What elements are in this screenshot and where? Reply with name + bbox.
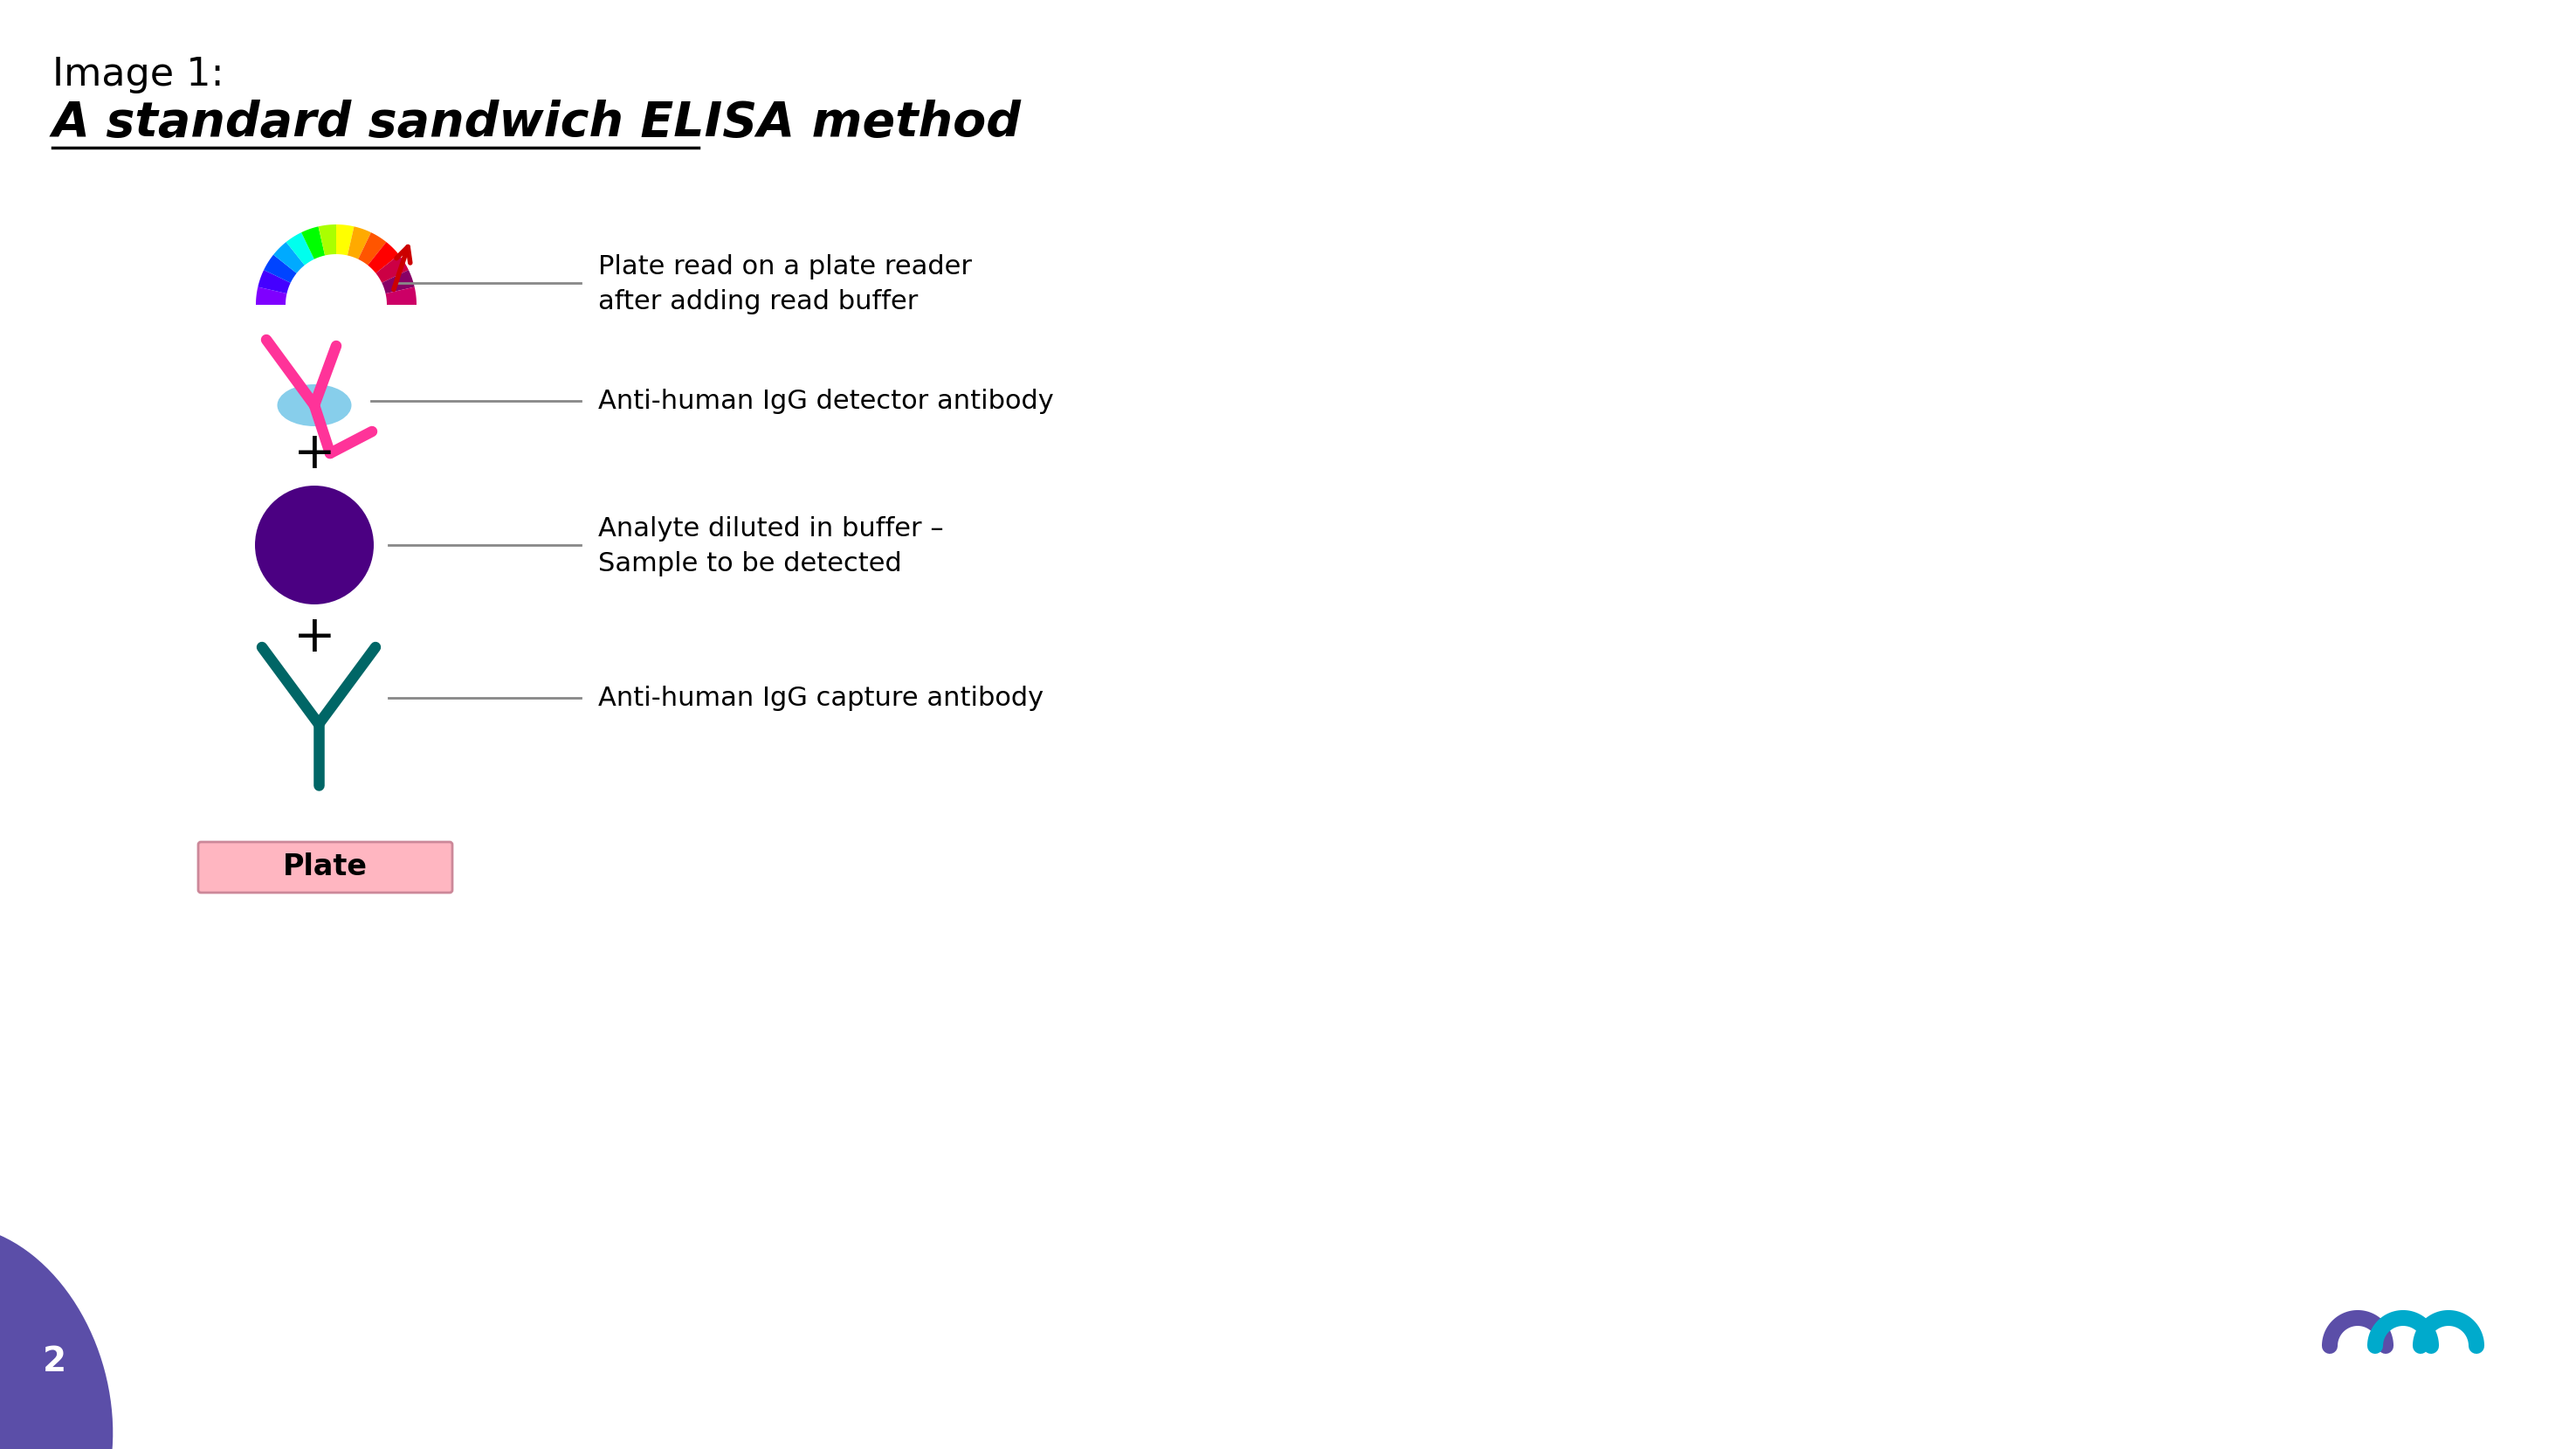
Polygon shape: [348, 226, 371, 259]
Text: Anti-human IgG detector antibody: Anti-human IgG detector antibody: [598, 388, 1054, 413]
Text: Anti-human IgG capture antibody: Anti-human IgG capture antibody: [598, 685, 1043, 710]
Polygon shape: [263, 255, 296, 283]
Polygon shape: [376, 255, 410, 283]
Circle shape: [255, 485, 374, 604]
Text: 2: 2: [41, 1345, 67, 1378]
FancyBboxPatch shape: [198, 842, 453, 893]
Text: A standard sandwich ELISA method: A standard sandwich ELISA method: [52, 100, 1023, 146]
Text: Plate read on a plate reader: Plate read on a plate reader: [598, 255, 971, 280]
Polygon shape: [368, 242, 399, 274]
Polygon shape: [386, 287, 417, 304]
Polygon shape: [319, 225, 337, 255]
Polygon shape: [381, 270, 415, 294]
Text: Plate: Plate: [283, 853, 368, 881]
Polygon shape: [258, 270, 291, 294]
Polygon shape: [301, 226, 325, 259]
Text: after adding read buffer: after adding read buffer: [598, 290, 917, 314]
Polygon shape: [286, 232, 314, 265]
Ellipse shape: [278, 384, 350, 426]
Polygon shape: [273, 242, 304, 274]
Text: +: +: [294, 429, 335, 478]
Ellipse shape: [0, 1224, 113, 1449]
Polygon shape: [337, 225, 353, 255]
Text: Sample to be detected: Sample to be detected: [598, 552, 902, 577]
Polygon shape: [358, 232, 386, 265]
Text: Image 1:: Image 1:: [52, 57, 224, 93]
Polygon shape: [255, 287, 286, 304]
Text: +: +: [294, 611, 335, 662]
Text: Analyte diluted in buffer –: Analyte diluted in buffer –: [598, 517, 943, 542]
